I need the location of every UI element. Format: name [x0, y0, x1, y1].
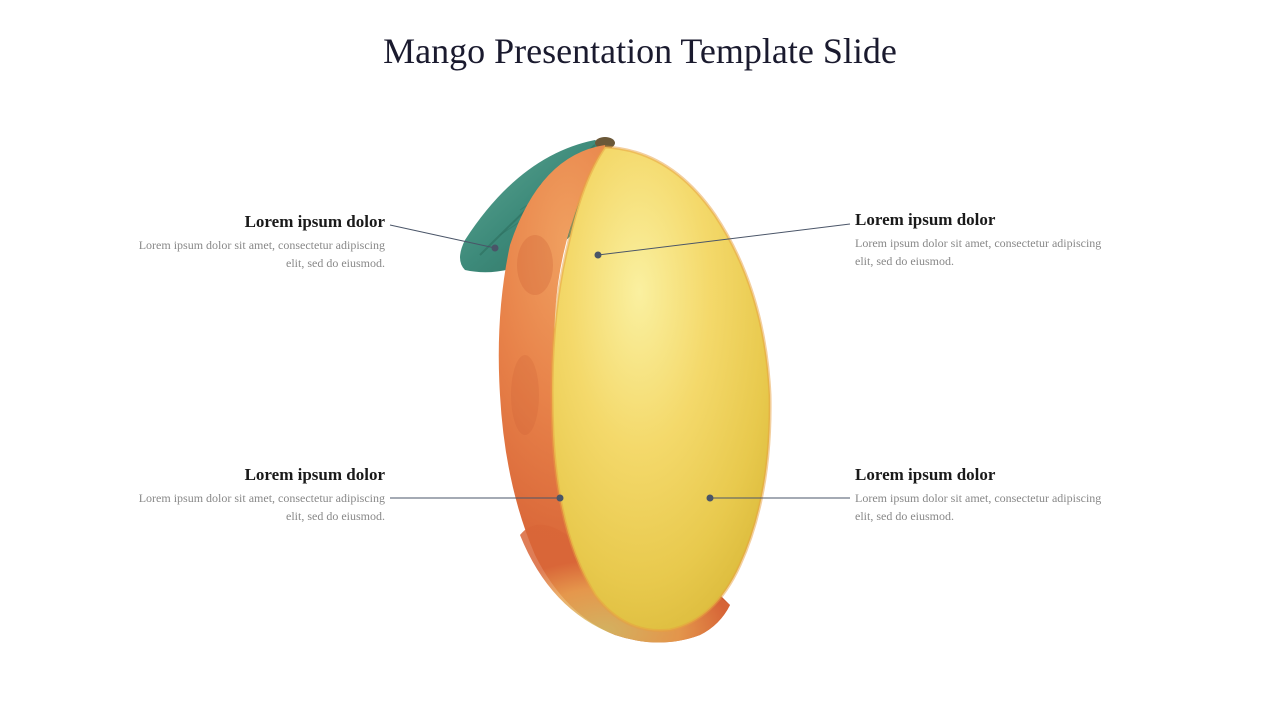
- slide-title: Mango Presentation Template Slide: [0, 30, 1280, 72]
- callout-heading: Lorem ipsum dolor: [855, 465, 1115, 485]
- callout-body: Lorem ipsum dolor sit amet, consectetur …: [125, 236, 385, 272]
- callout-body: Lorem ipsum dolor sit amet, consectetur …: [125, 489, 385, 525]
- callout-heading: Lorem ipsum dolor: [125, 212, 385, 232]
- callout-bottom-right: Lorem ipsum dolor Lorem ipsum dolor sit …: [855, 465, 1115, 525]
- callout-top-left: Lorem ipsum dolor Lorem ipsum dolor sit …: [125, 212, 385, 272]
- callout-heading: Lorem ipsum dolor: [125, 465, 385, 485]
- callout-heading: Lorem ipsum dolor: [855, 210, 1115, 230]
- callout-bottom-left: Lorem ipsum dolor Lorem ipsum dolor sit …: [125, 465, 385, 525]
- callout-body: Lorem ipsum dolor sit amet, consectetur …: [855, 489, 1115, 525]
- callout-top-right: Lorem ipsum dolor Lorem ipsum dolor sit …: [855, 210, 1115, 270]
- mango-illustration: [440, 115, 820, 655]
- mango-flesh: [552, 147, 770, 631]
- callout-body: Lorem ipsum dolor sit amet, consectetur …: [855, 234, 1115, 270]
